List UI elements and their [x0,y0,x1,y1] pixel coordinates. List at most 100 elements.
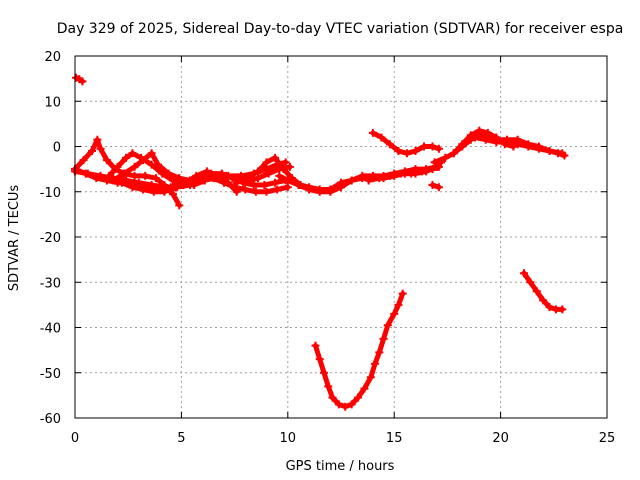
data-point [190,180,199,189]
data-point [281,158,290,167]
data-point [385,140,394,149]
data-point [105,171,114,180]
data-point [262,158,271,167]
data-point [249,180,258,189]
data-point [394,147,403,156]
x-axis-label: GPS time / hours [286,459,395,474]
series-arc-7 [117,167,241,196]
data-point [130,162,139,171]
y-tick-label: -30 [40,276,61,291]
data-point [119,169,128,178]
data-point [520,269,529,278]
data-point [147,149,156,158]
x-tick-label: 10 [280,431,297,446]
data-point [228,174,237,183]
series-arc-17 [520,269,567,314]
series-arc-1 [72,73,87,86]
data-point [122,153,131,162]
data-series [71,73,569,411]
x-tick-label: 20 [492,431,509,446]
y-tick-label: -10 [40,186,61,201]
data-point [481,135,490,144]
data-point [141,171,150,180]
data-point [375,348,384,357]
data-point [88,147,97,156]
data-point [160,187,169,196]
data-point [377,133,386,142]
data-point [153,160,162,169]
data-point [102,156,111,165]
data-point [428,180,437,189]
data-point [285,162,294,171]
data-point [171,183,180,192]
y-axis-label: SDTVAR / TECUs [7,185,22,292]
data-point [466,131,475,140]
data-point [151,174,160,183]
data-point [394,300,403,309]
data-point [279,165,288,174]
y-tick-label: -20 [40,231,61,246]
data-point [326,187,335,196]
data-point [398,289,407,298]
data-point [526,278,535,287]
data-point [192,171,201,180]
data-point [232,178,241,187]
grid-lines [75,56,607,418]
data-point [202,167,211,176]
data-point [315,187,324,196]
data-point [428,142,437,151]
data-point [471,133,480,142]
data-point [334,400,343,409]
data-point [134,178,143,187]
data-point [283,183,292,192]
data-point [305,185,314,194]
series-arc-11 [368,128,443,158]
chart-title: Day 329 of 2025, Sidereal Day-to-day VTE… [57,21,624,37]
series-arc-10 [364,162,443,185]
data-point [175,201,184,210]
y-tick-label: -50 [40,367,61,382]
data-point [294,180,303,189]
data-point [149,187,158,196]
data-point [113,162,122,171]
y-tick-label: 10 [44,95,61,110]
data-point [271,153,280,162]
data-point [449,149,458,158]
data-point [379,334,388,343]
data-point [492,137,501,146]
data-point [224,178,233,187]
data-point [368,128,377,137]
data-point [109,176,118,185]
data-point [428,165,437,174]
data-point [434,183,443,192]
data-point [434,144,443,153]
data-point [458,140,467,149]
data-point [78,77,87,86]
data-point [390,309,399,318]
data-point [168,190,177,199]
data-point [164,169,173,178]
data-point [341,402,350,411]
series-arc-9 [275,162,441,196]
data-point [243,174,252,183]
data-point [130,171,139,180]
data-point [254,167,263,176]
axis-ticks: 0 5 10 15 20 25 -60 -50 -40 -30 -20 -10 0 10 20 [40,50,616,446]
data-point [311,341,320,350]
data-point [79,156,88,165]
data-point [117,178,126,187]
data-point [475,126,484,135]
data-point [364,176,373,185]
y-tick-label: 20 [44,50,61,65]
data-point [360,384,369,393]
data-point [232,187,241,196]
data-point [354,393,363,402]
data-point [539,296,548,305]
data-point [545,303,554,312]
data-point [558,305,567,314]
data-point [430,158,439,167]
data-point [264,169,273,178]
data-point [532,287,541,296]
data-point [319,368,328,377]
data-point [558,149,567,158]
